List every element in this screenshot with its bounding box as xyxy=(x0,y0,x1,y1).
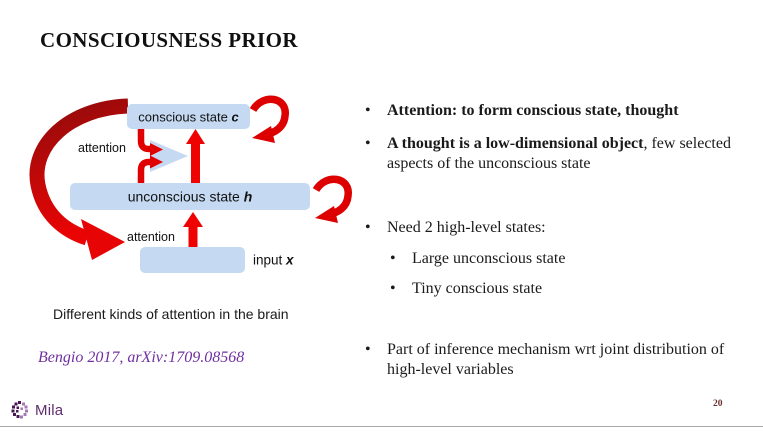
diagram-caption: Different kinds of attention in the brai… xyxy=(53,306,289,322)
mila-logo: Mila xyxy=(9,399,63,421)
bullet-marker: • xyxy=(390,280,396,297)
input-label: input x xyxy=(253,253,294,268)
slide-bottom-rule xyxy=(0,426,763,427)
bullet-text-bold: A thought is a low-dimensional object xyxy=(387,135,644,152)
input-box xyxy=(140,247,245,273)
bullet-text: Tiny conscious state xyxy=(412,280,543,297)
unconscious-self-loop-arrow xyxy=(312,175,352,223)
subbullet-tiny-conscious: • Tiny conscious state xyxy=(390,279,763,299)
bullet-marker: • xyxy=(365,341,371,358)
subbullet-large-unconscious: • Large unconscious state xyxy=(390,249,763,269)
bullet-marker: • xyxy=(365,102,371,119)
bullet-attention: • Attention: to form conscious state, th… xyxy=(365,101,747,121)
unconscious-state-label: unconscious state h xyxy=(128,189,253,205)
slide-title: CONSCIOUSNESS PRIOR xyxy=(40,28,298,52)
bullet-inference: • Part of inference mechanism wrt joint … xyxy=(365,340,747,379)
attention-hook-arrow-bottom xyxy=(137,155,163,183)
big-attention-arrow xyxy=(29,98,129,260)
bullet-marker: • xyxy=(365,135,371,152)
conscious-self-loop-arrow xyxy=(249,95,289,143)
citation: Bengio 2017, arXiv:1709.08568 xyxy=(38,349,245,366)
bullet-text: Need 2 high-level states: xyxy=(387,219,546,236)
unconscious-state-box xyxy=(70,183,310,210)
conscious-state-label: conscious state c xyxy=(138,110,239,125)
mila-logo-icon xyxy=(11,401,28,419)
bullet-text: Part of inference mechanism wrt joint di… xyxy=(387,341,725,378)
bullet-marker: • xyxy=(365,219,371,236)
attention-label-bottom: attention xyxy=(127,230,175,244)
bullet-need-states: • Need 2 high-level states: xyxy=(365,218,747,238)
bullet-text-bold: Attention: to form conscious state, thou… xyxy=(387,102,679,119)
brain-attention-diagram: conscious state c unconscious state h in… xyxy=(29,95,352,273)
conscious-state-box xyxy=(127,104,250,129)
bullet-text: , few selected aspects of the unconsciou… xyxy=(387,135,731,172)
arrow-h-to-c xyxy=(186,129,205,183)
attention-hook-arrow-top xyxy=(137,129,163,156)
attention-label-top: attention xyxy=(78,141,126,155)
mila-logo-text: Mila xyxy=(35,401,64,419)
attention-triangle xyxy=(150,140,188,172)
bullet-text: Large unconscious state xyxy=(412,250,566,267)
arrow-x-to-h xyxy=(183,212,203,247)
bullet-marker: • xyxy=(390,250,396,267)
bullet-thought: • A thought is a low-dimensional object,… xyxy=(365,134,747,173)
page-number: 20 xyxy=(713,399,723,409)
